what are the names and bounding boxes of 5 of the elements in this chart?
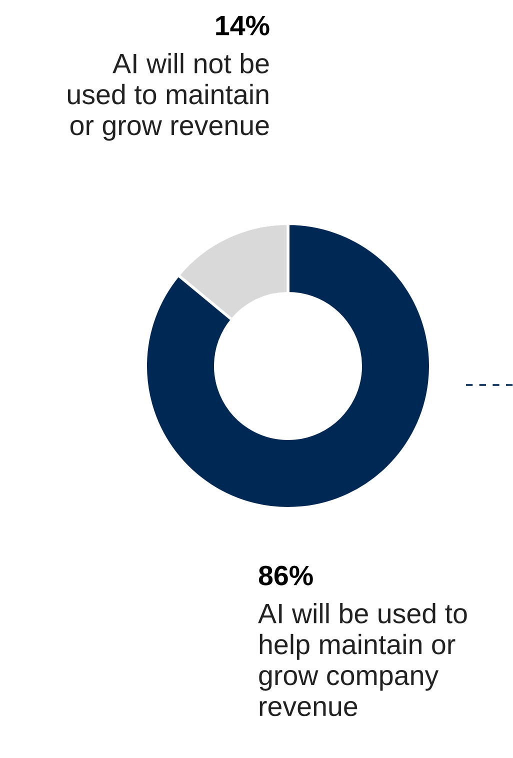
data-label: 86% bbox=[258, 566, 313, 586]
donut-slice bbox=[144, 222, 432, 510]
data-label: 14% bbox=[216, 16, 270, 36]
slice-label: AI will not be used to maintain or grow revenue bbox=[68, 53, 269, 141]
slice-label: AI will be used to help maintain or grow company revenue bbox=[258, 603, 467, 716]
